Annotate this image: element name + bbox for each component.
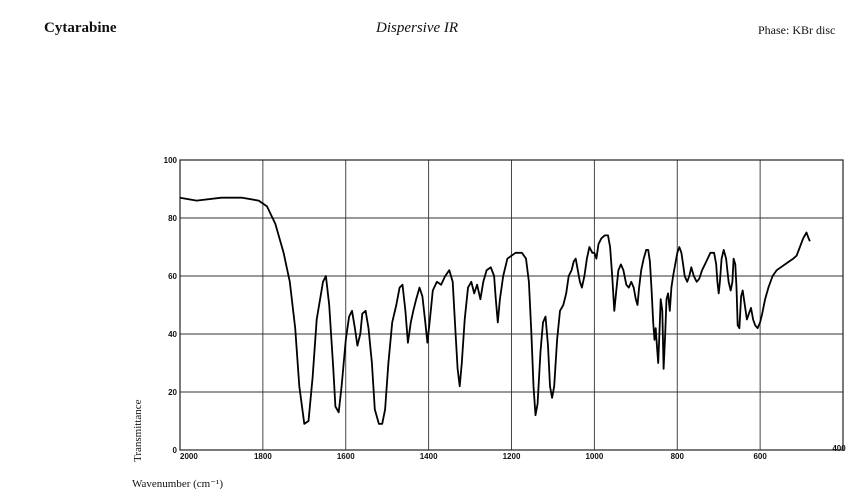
technique-label: Dispersive IR [376,20,459,36]
y-tick-label: 100 [164,156,178,165]
x-tick-label: 600 [753,452,767,461]
spectrum-line [179,196,811,425]
y-tick-label: 40 [168,330,177,339]
x-tick-label: 1800 [254,452,272,461]
y-tick-label: 0 [173,446,178,455]
x-tick-label: 1600 [337,452,355,461]
x-tick-label: 1000 [585,452,603,461]
y-tick-label: 20 [168,388,177,397]
x-tick-label: 2000 [180,452,198,461]
x-tick-label: 800 [671,452,685,461]
y-tick-label: 80 [168,214,177,223]
y-axis-label: Transmittance [132,399,144,462]
compound-name: Cytarabine [44,20,117,36]
x-tick-label: 1400 [420,452,438,461]
y-tick-labels: 0 20 40 60 80 100 [164,156,178,455]
plot-frame [179,159,844,451]
x-tick-label: 1200 [503,452,521,461]
y-tick-label: 60 [168,272,177,281]
phase-label: Phase: KBr disc [758,23,836,37]
x-axis-label: Wavenumber (cm⁻¹) [132,478,223,490]
grid [179,159,844,451]
x-tick-label: 400 [832,444,846,453]
x-tick-labels: 2000 1800 1600 1400 1200 1000 800 600 400 [180,444,846,461]
